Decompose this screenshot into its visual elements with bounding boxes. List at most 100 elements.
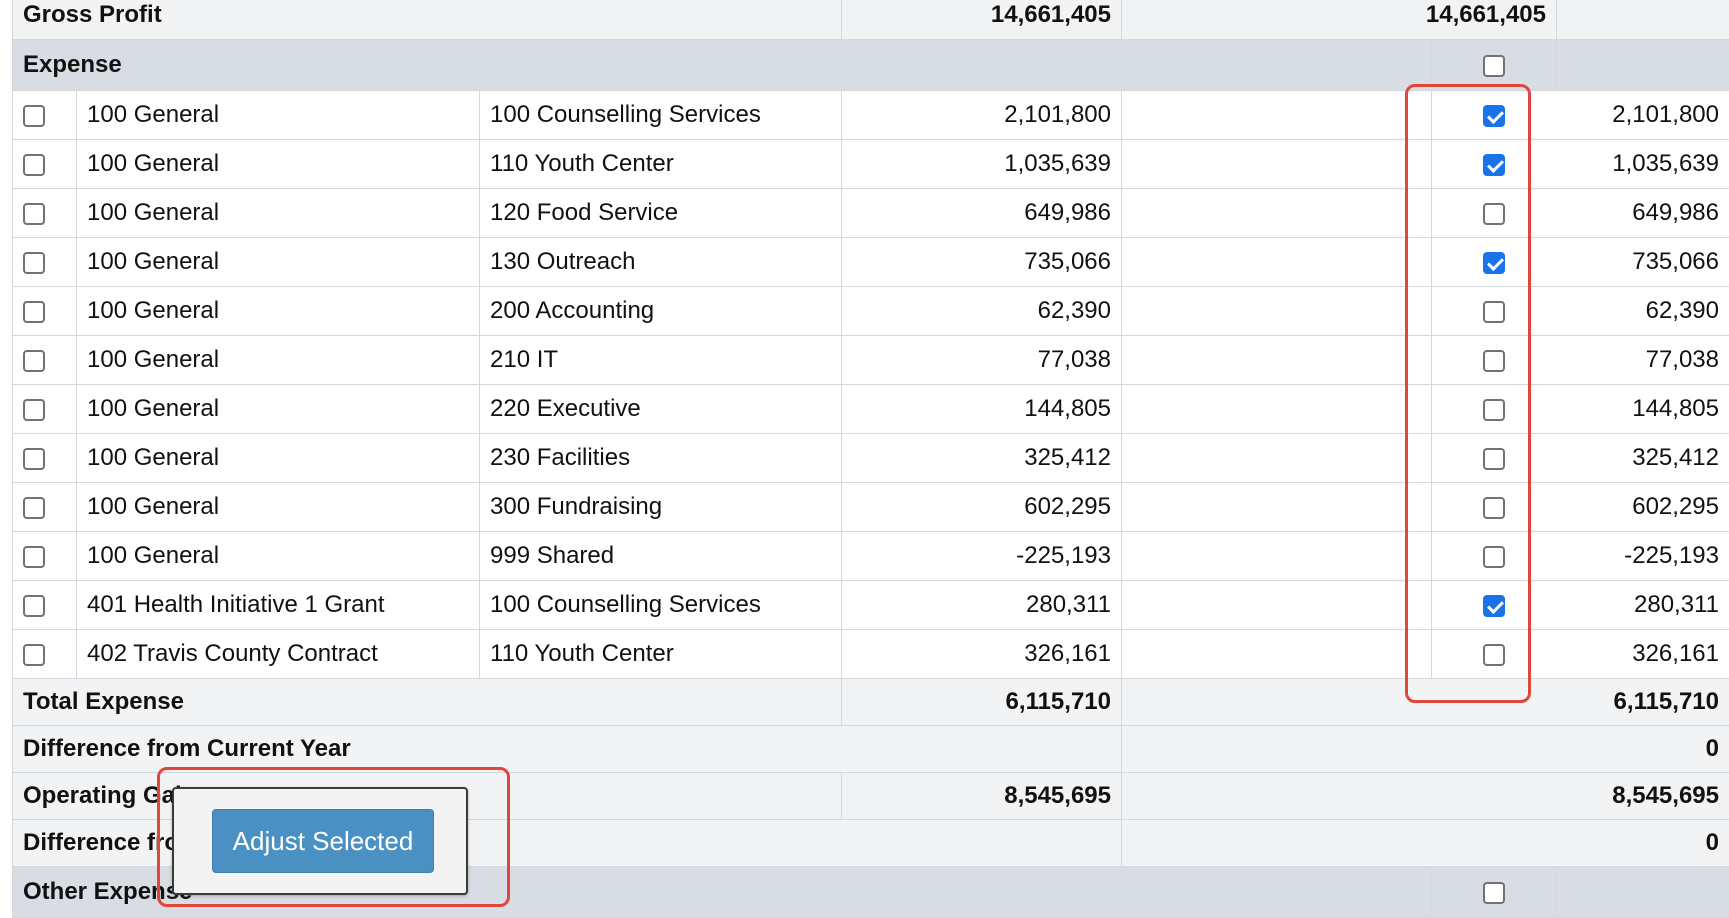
- adjusted-value-cell: 144,805: [1557, 385, 1729, 434]
- department-cell: 200 Accounting: [480, 287, 842, 336]
- adjust-popup: Adjust Selected: [172, 787, 468, 895]
- row-select-checkbox[interactable]: [23, 497, 45, 519]
- row-select-checkbox[interactable]: [23, 301, 45, 323]
- current-value-cell: 735,066: [842, 238, 1122, 287]
- current-value-cell: 144,805: [842, 385, 1122, 434]
- department-cell: 230 Facilities: [480, 434, 842, 483]
- adjusted-value-cell: 77,038: [1557, 336, 1729, 385]
- adjust-checkbox[interactable]: [1483, 399, 1505, 421]
- row-select-checkbox[interactable]: [23, 105, 45, 127]
- adjust-checkbox[interactable]: [1483, 644, 1505, 666]
- current-value-cell: 280,311: [842, 581, 1122, 630]
- current-value-cell: 325,412: [842, 434, 1122, 483]
- fund-cell: 100 General: [77, 189, 480, 238]
- difference-current-year-row-label: Difference from Current Year: [13, 726, 1122, 773]
- adjust-checkbox[interactable]: [1483, 154, 1505, 176]
- operating-gain-row-adjusted: 8,545,695: [1122, 773, 1729, 820]
- row-select-checkbox[interactable]: [23, 399, 45, 421]
- gross-profit-label: Gross Profit: [13, 0, 842, 40]
- adjust-checkbox[interactable]: [1483, 301, 1505, 323]
- fund-cell: 100 General: [77, 238, 480, 287]
- gross-profit-adjusted: 14,661,405: [1122, 0, 1557, 40]
- adjust-selected-button[interactable]: Adjust Selected: [212, 809, 434, 873]
- department-cell: 130 Outreach: [480, 238, 842, 287]
- row-select-checkbox[interactable]: [23, 546, 45, 568]
- current-value-cell: 1,035,639: [842, 140, 1122, 189]
- other-expense-select-all-checkbox[interactable]: [1483, 882, 1505, 904]
- row-select-checkbox[interactable]: [23, 350, 45, 372]
- adjust-checkbox[interactable]: [1483, 448, 1505, 470]
- current-value-cell: 326,161: [842, 630, 1122, 679]
- adjust-checkbox[interactable]: [1483, 203, 1505, 225]
- current-value-cell: 2,101,800: [842, 91, 1122, 140]
- expense-header-label: Expense: [13, 40, 1432, 91]
- department-cell: 210 IT: [480, 336, 842, 385]
- adjusted-value-cell: 602,295: [1557, 483, 1729, 532]
- adjust-checkbox[interactable]: [1483, 497, 1505, 519]
- fund-cell: 100 General: [77, 336, 480, 385]
- department-cell: 100 Counselling Services: [480, 581, 842, 630]
- adjust-checkbox[interactable]: [1483, 252, 1505, 274]
- fund-cell: 402 Travis County Contract: [77, 630, 480, 679]
- row-select-checkbox[interactable]: [23, 448, 45, 470]
- total-expense-row-adjusted: 6,115,710: [1122, 679, 1729, 726]
- fund-cell: 100 General: [77, 91, 480, 140]
- fund-cell: 100 General: [77, 532, 480, 581]
- department-cell: 110 Youth Center: [480, 630, 842, 679]
- current-value-cell: -225,193: [842, 532, 1122, 581]
- adjusted-value-cell: 2,101,800: [1557, 91, 1729, 140]
- total-expense-row-label: Total Expense: [13, 679, 842, 726]
- adjusted-value-cell: 649,986: [1557, 189, 1729, 238]
- budget-table: Gross Profit 14,661,405 14,661,405 Expen…: [12, 0, 1729, 918]
- adjust-checkbox[interactable]: [1483, 546, 1505, 568]
- row-select-checkbox[interactable]: [23, 252, 45, 274]
- current-value-cell: 602,295: [842, 483, 1122, 532]
- fund-cell: 100 General: [77, 483, 480, 532]
- adjust-checkbox[interactable]: [1483, 105, 1505, 127]
- adjust-checkbox[interactable]: [1483, 350, 1505, 372]
- row-select-checkbox[interactable]: [23, 595, 45, 617]
- adjusted-value-cell: 62,390: [1557, 287, 1729, 336]
- fund-cell: 100 General: [77, 434, 480, 483]
- difference-current-year-row-2-adjusted: 0: [1122, 820, 1729, 867]
- adjusted-value-cell: 1,035,639: [1557, 140, 1729, 189]
- expense-section-header: Expense: [13, 40, 1729, 91]
- department-cell: 300 Fundraising: [480, 483, 842, 532]
- department-cell: 220 Executive: [480, 385, 842, 434]
- adjust-checkbox[interactable]: [1483, 595, 1505, 617]
- department-cell: 120 Food Service: [480, 189, 842, 238]
- fund-cell: 100 General: [77, 140, 480, 189]
- department-cell: 100 Counselling Services: [480, 91, 842, 140]
- row-select-checkbox[interactable]: [23, 203, 45, 225]
- gross-profit-current: 14,661,405: [842, 0, 1122, 40]
- department-cell: 110 Youth Center: [480, 140, 842, 189]
- current-value-cell: 62,390: [842, 287, 1122, 336]
- fund-cell: 100 General: [77, 287, 480, 336]
- adjusted-value-cell: 325,412: [1557, 434, 1729, 483]
- adjusted-value-cell: 326,161: [1557, 630, 1729, 679]
- adjusted-value-cell: -225,193: [1557, 532, 1729, 581]
- current-value-cell: 649,986: [842, 189, 1122, 238]
- adjusted-value-cell: 280,311: [1557, 581, 1729, 630]
- expense-select-all-checkbox[interactable]: [1483, 55, 1505, 77]
- department-cell: 999 Shared: [480, 532, 842, 581]
- current-value-cell: 77,038: [842, 336, 1122, 385]
- row-select-checkbox[interactable]: [23, 644, 45, 666]
- row-select-checkbox[interactable]: [23, 154, 45, 176]
- fund-cell: 401 Health Initiative 1 Grant: [77, 581, 480, 630]
- fund-cell: 100 General: [77, 385, 480, 434]
